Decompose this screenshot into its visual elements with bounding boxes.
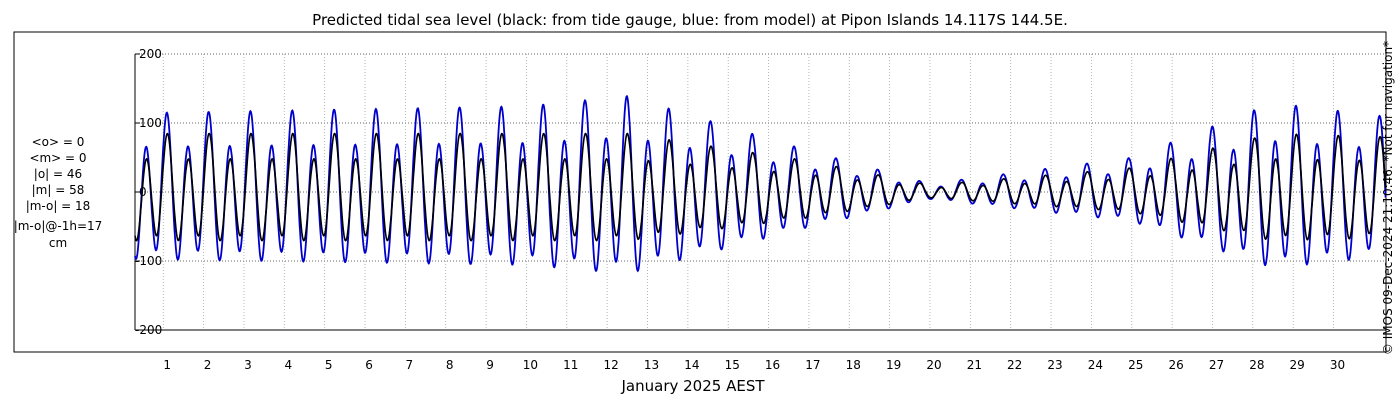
- x-tick-label: 30: [1330, 358, 1345, 372]
- series-line-tide-gauge: [134, 132, 1387, 242]
- x-tick-label: 7: [406, 358, 414, 372]
- credit-text: © IMOS 09-Dec-2024 21:10:46. *Not for na…: [1381, 41, 1395, 355]
- x-tick-label: 8: [446, 358, 454, 372]
- x-tick-label: 6: [365, 358, 373, 372]
- x-tick-label: 23: [1047, 358, 1062, 372]
- x-tick-label: 14: [684, 358, 699, 372]
- stats-panel: <o> = 0 <m> = 0 |o| = 46 |m| = 58 |m-o| …: [14, 135, 103, 250]
- x-tick-label: 29: [1290, 358, 1305, 372]
- x-tick-label: 12: [604, 358, 619, 372]
- x-tick-label: 13: [644, 358, 659, 372]
- stat-abs-model: |m| = 58: [32, 183, 85, 197]
- stat-abs-diff: |m-o| = 18: [26, 199, 91, 213]
- x-tick-label: 17: [805, 358, 820, 372]
- x-tick-label: 21: [967, 358, 982, 372]
- stat-abs-diff-lag: |m-o|@-1h=17: [14, 219, 103, 233]
- x-tick-label: 4: [284, 358, 292, 372]
- x-tick-label: 20: [926, 358, 941, 372]
- x-tick-label: 25: [1128, 358, 1143, 372]
- x-tick-label: 16: [765, 358, 780, 372]
- x-tick-label: 5: [325, 358, 333, 372]
- x-tick-label: 18: [846, 358, 861, 372]
- y-tick-label: -100: [135, 254, 162, 268]
- x-tick-label: 22: [1007, 358, 1022, 372]
- x-tick-label: 11: [563, 358, 578, 372]
- y-tick-label: 100: [139, 116, 162, 130]
- stat-abs-obs: |o| = 46: [34, 167, 82, 181]
- x-tick-label: 1: [163, 358, 171, 372]
- x-axis: 1 2 3 4 5 6 7 8 9 10 11 12 13 14 15 16 17 18 19 20 21 22 23 24 2…: [135, 329, 1386, 372]
- series-group: [134, 94, 1387, 273]
- y-tick-label: 200: [139, 47, 162, 61]
- x-tick-label: 9: [486, 358, 494, 372]
- grid: [135, 53, 1386, 331]
- stat-mean-obs: <o> = 0: [32, 135, 85, 149]
- x-tick-label: 27: [1209, 358, 1224, 372]
- x-tick-label: 26: [1168, 358, 1183, 372]
- x-tick-label: 10: [523, 358, 538, 372]
- x-tick-label: 24: [1088, 358, 1103, 372]
- x-tick-label: 2: [204, 358, 212, 372]
- x-tick-label: 15: [725, 358, 740, 372]
- stat-mean-model: <m> = 0: [29, 151, 86, 165]
- x-axis-label: January 2025 AEST: [621, 377, 766, 395]
- x-tick-label: 3: [244, 358, 252, 372]
- series-line-model: [134, 94, 1387, 273]
- x-tick-label: 19: [886, 358, 901, 372]
- chart-title: Predicted tidal sea level (black: from t…: [312, 11, 1068, 29]
- x-tick-label: 28: [1249, 358, 1264, 372]
- stat-unit: cm: [49, 236, 67, 250]
